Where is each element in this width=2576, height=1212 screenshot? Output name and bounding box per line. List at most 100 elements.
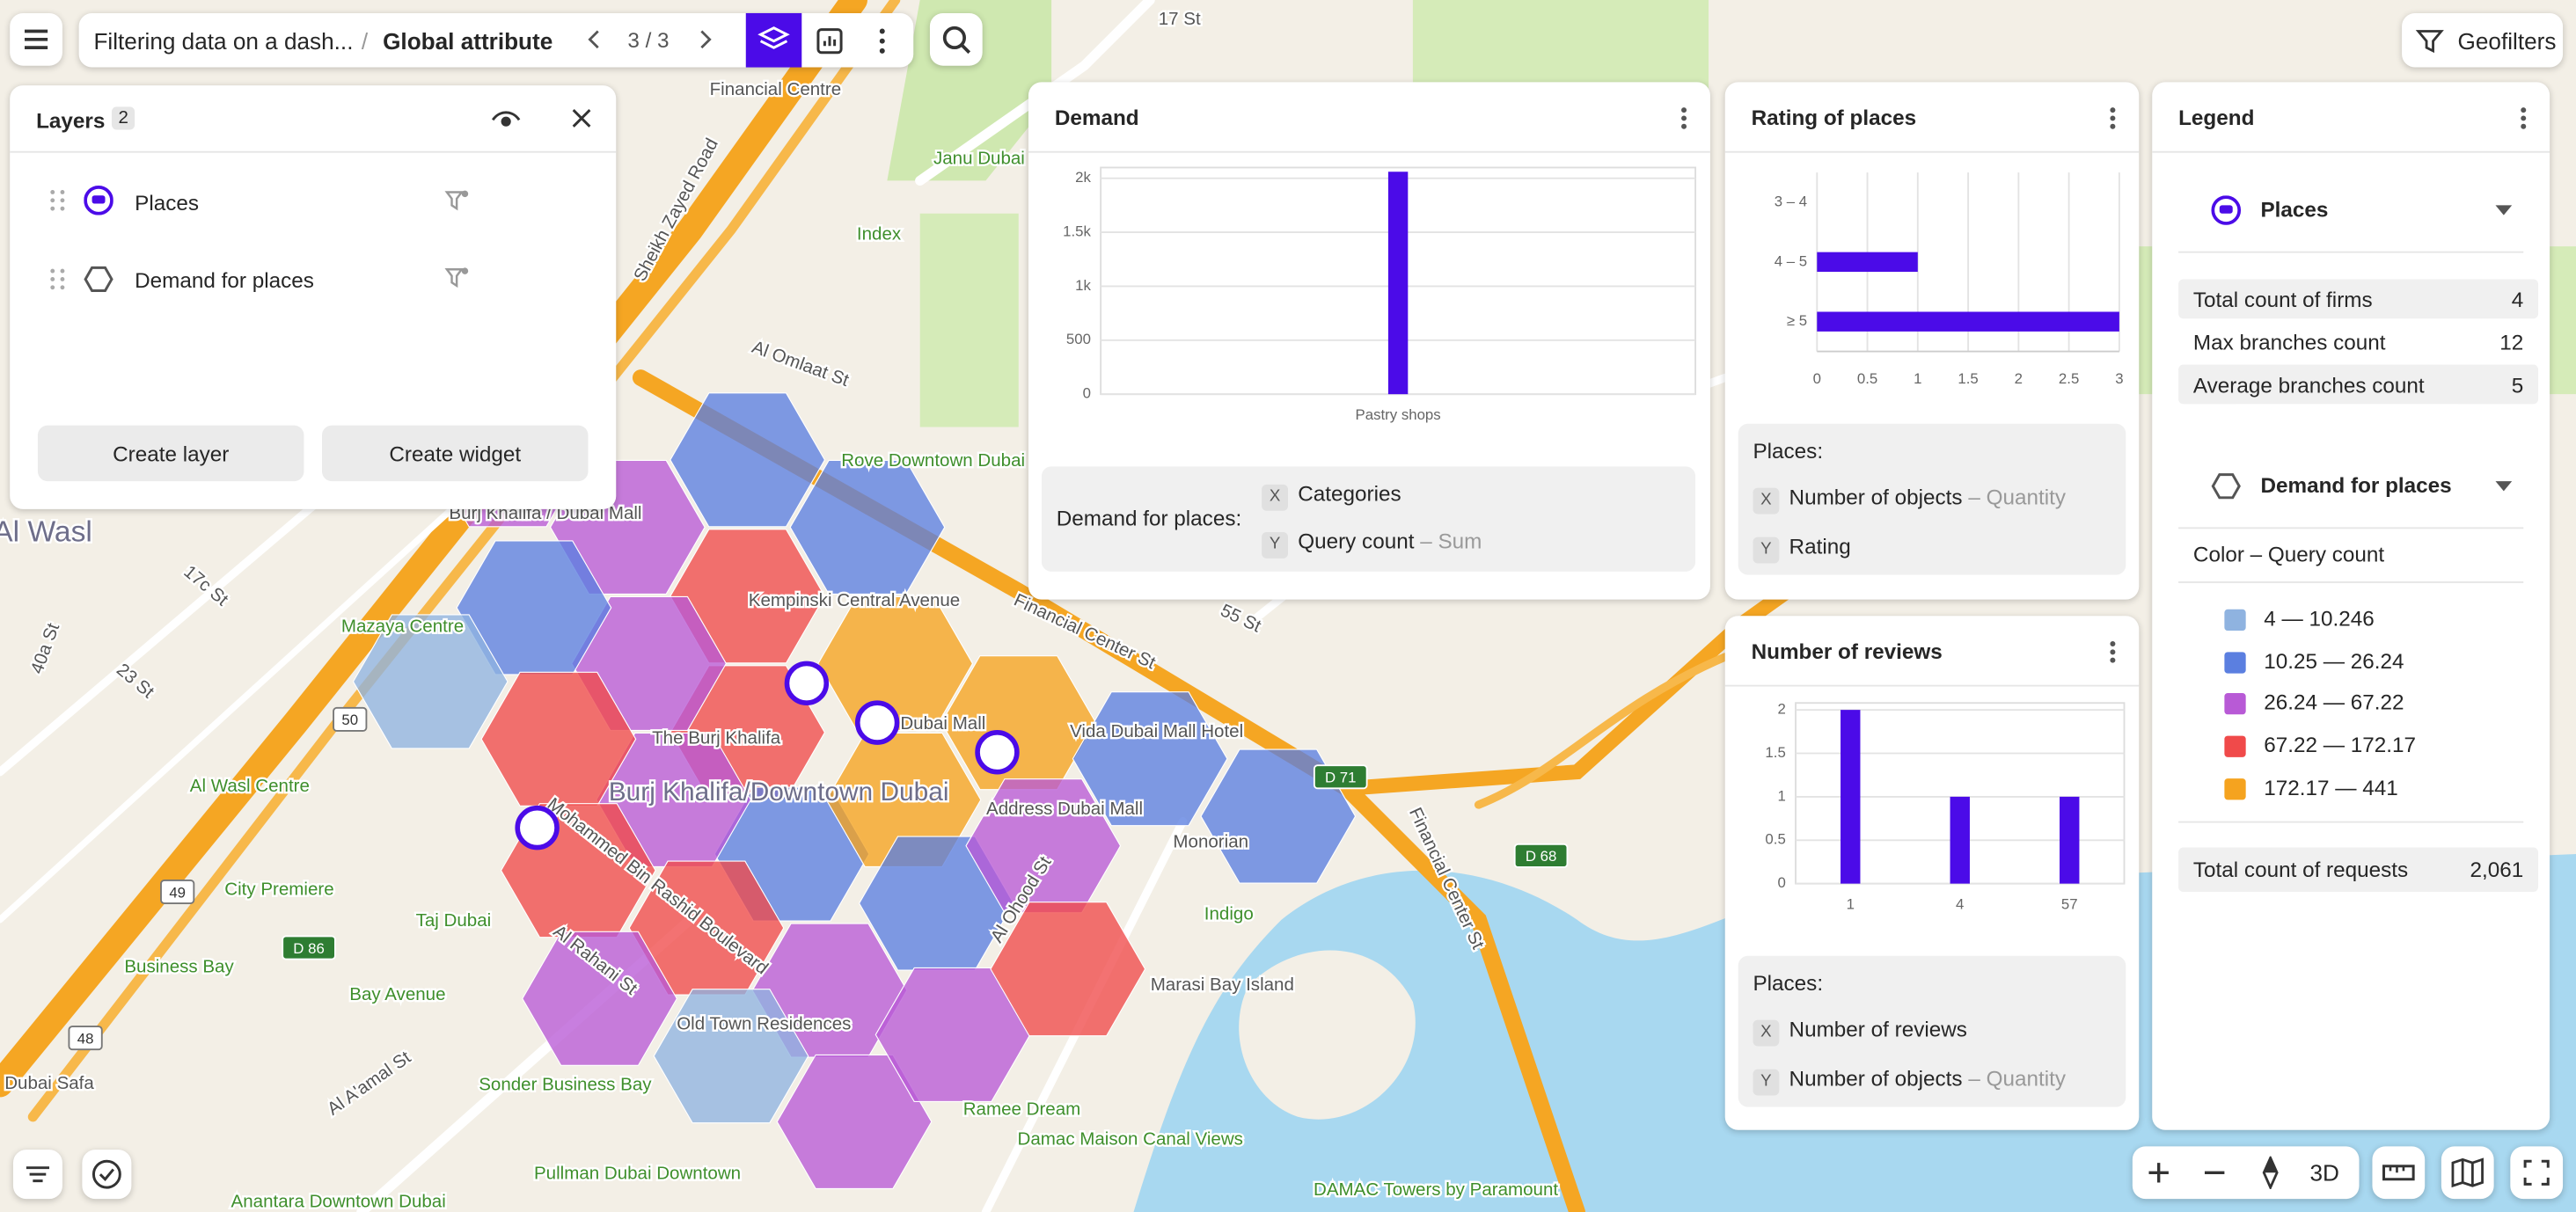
divider	[2178, 251, 2524, 253]
total-label: Total count of requests	[2192, 857, 2409, 882]
road-shield	[1313, 764, 1368, 790]
stat-value: 5	[2511, 372, 2524, 398]
axis-tag: X	[1262, 484, 1289, 511]
map-label: Mazaya Centre	[341, 617, 464, 637]
map-label: Dubai Mall	[900, 713, 985, 734]
place-marker[interactable]	[854, 700, 900, 745]
total-value: 2,061	[2470, 857, 2524, 882]
demand-chart: 0 500 1k 1.5k 2k Pastry shops	[1063, 166, 1697, 423]
map-label: Pullman Dubai Downtown	[534, 1164, 741, 1184]
drag-handle[interactable]	[46, 187, 69, 214]
y-tick-label: 0	[1777, 874, 1785, 891]
hexagon	[817, 595, 974, 731]
create-widget-button[interactable]: Create widget	[322, 425, 589, 482]
map-label: Monorian	[1173, 831, 1248, 851]
breadcrumb-bar: Filtering data on a dash... / Global att…	[78, 12, 914, 68]
legend-range-label: 10.25 — 26.24	[2264, 648, 2404, 674]
map-label: Damac Maison Canal Views	[1018, 1128, 1243, 1149]
road-shield-label: D 68	[1526, 848, 1556, 865]
3d-toggle[interactable]: 3D	[2309, 1159, 2339, 1186]
collapse-toggle[interactable]	[2494, 478, 2514, 494]
search-button[interactable]	[929, 12, 983, 66]
geofilters-button[interactable]: Geofilters	[2402, 12, 2564, 68]
field: Query count	[1298, 529, 1415, 554]
more-button[interactable]	[877, 26, 887, 56]
map-label: Business Bay	[124, 956, 234, 976]
collapse-toggle[interactable]	[2494, 202, 2514, 219]
map-label: Kempinski Central Avenue	[749, 590, 960, 610]
layers-panel: Layers 2 Places Demand for places Create…	[10, 85, 617, 509]
zoom-in[interactable]	[2146, 1159, 2172, 1186]
data-source: Places: X Number of reviews Y Number of ob…	[1738, 955, 2126, 1107]
aggregation: – Quantity	[1968, 484, 2066, 509]
demand-widget: Demand 0 500 1k 1.5k 2k Pastry shops Demand f…	[1028, 82, 1710, 600]
legend-range-label: 26.24 — 67.22	[2264, 690, 2404, 716]
legend-swatch	[2224, 735, 2246, 758]
place-marker[interactable]	[515, 805, 560, 851]
island	[1239, 950, 1416, 1120]
basemap-button[interactable]	[2441, 1146, 2494, 1200]
y-field: Y Query count – Sum	[1262, 529, 1482, 559]
road-shield	[282, 935, 336, 960]
pager: 3 / 3	[627, 27, 670, 53]
hexagon	[352, 614, 509, 749]
compass[interactable]	[2260, 1156, 2280, 1189]
zoom-out[interactable]	[2201, 1159, 2228, 1186]
button-label: Create widget	[389, 441, 522, 466]
y-tick-label: 2k	[1075, 169, 1091, 186]
icon	[26, 1166, 50, 1183]
menu-button[interactable]	[10, 12, 62, 66]
hex-icon	[2211, 473, 2241, 500]
legend-menu[interactable]	[2521, 106, 2527, 132]
widget-menu[interactable]	[1680, 106, 1687, 132]
layer-name[interactable]: Places	[135, 190, 200, 215]
geofilters-label: Geofilters	[2457, 27, 2557, 55]
layers-icon	[757, 26, 790, 49]
layers-toggle[interactable]	[745, 12, 802, 68]
y-tick-label: 0.5	[1765, 831, 1785, 848]
fullscreen-button[interactable]	[2510, 1146, 2564, 1200]
breadcrumb-separator: /	[361, 27, 369, 55]
close-button[interactable]	[570, 106, 593, 129]
widget-menu[interactable]	[2110, 106, 2116, 132]
places-icon	[2211, 195, 2242, 225]
x-tick-label: 4	[1956, 895, 1964, 912]
create-layer-button[interactable]: Create layer	[37, 425, 304, 482]
x-tick-label: 57	[2061, 895, 2078, 912]
y-tick-label: 1.5k	[1063, 223, 1091, 240]
layer-name[interactable]: Demand for places	[135, 267, 314, 293]
prev-button[interactable]	[585, 26, 604, 53]
reviews-widget: Number of reviews 0 0.5 1 1.5 2 1 4 57 Places: …	[1724, 616, 2140, 1130]
source-name: Places:	[1753, 970, 1824, 996]
ruler-button[interactable]	[2372, 1146, 2426, 1200]
y-field: Y Rating	[1753, 534, 1851, 564]
map-label: Bay Avenue	[349, 984, 445, 1004]
map-label: Address Dubai Mall	[986, 799, 1143, 819]
widgets-button[interactable]	[815, 26, 845, 56]
place-marker[interactable]	[784, 661, 830, 706]
axis-tag: Y	[1262, 532, 1289, 559]
widget-title: Demand	[1054, 105, 1139, 130]
axis-tag: Y	[1753, 537, 1780, 564]
field: Number of reviews	[1789, 1016, 1967, 1041]
bar	[1841, 710, 1861, 884]
map-label: Sonder Business Bay	[479, 1075, 652, 1095]
bar	[1387, 172, 1409, 395]
breadcrumb-parent[interactable]: Filtering data on a dash...	[93, 27, 354, 55]
hexagon	[670, 392, 826, 528]
filter-indicator[interactable]	[443, 265, 470, 291]
map-label: Ramee Dream	[963, 1099, 1081, 1120]
next-button[interactable]	[695, 26, 714, 53]
road-shield-label: D 71	[1325, 770, 1356, 786]
filters-button[interactable]	[12, 1150, 62, 1200]
widget-menu[interactable]	[2110, 639, 2116, 665]
status-button[interactable]	[82, 1150, 132, 1200]
place-markers[interactable]	[515, 661, 1020, 851]
divider	[1724, 684, 2140, 687]
hexagon	[990, 902, 1146, 1037]
drag-handle[interactable]	[46, 266, 69, 293]
visibility-button[interactable]	[489, 108, 522, 131]
place-marker[interactable]	[975, 730, 1020, 775]
filter-indicator[interactable]	[443, 187, 470, 214]
aggregation: – Quantity	[1968, 1065, 2066, 1091]
